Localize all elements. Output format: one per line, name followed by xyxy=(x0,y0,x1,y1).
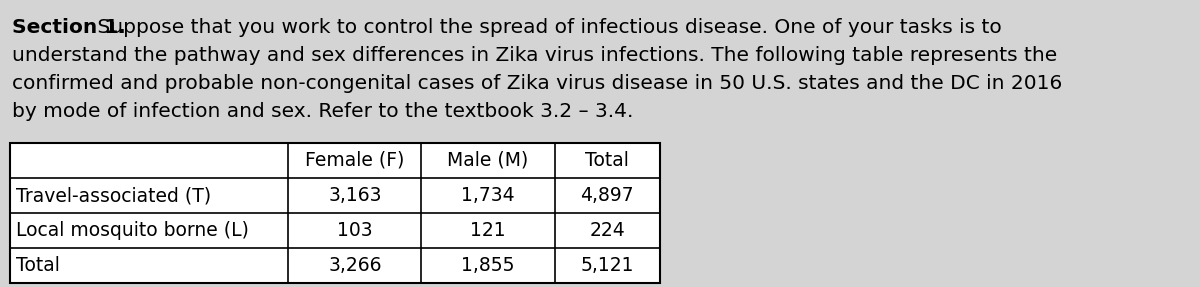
Text: 3,163: 3,163 xyxy=(328,186,382,205)
Text: 1,855: 1,855 xyxy=(461,256,515,275)
Text: Female (F): Female (F) xyxy=(305,151,404,170)
Text: Travel-associated (T): Travel-associated (T) xyxy=(16,186,211,205)
Text: 5,121: 5,121 xyxy=(581,256,634,275)
Text: by mode of infection and sex. Refer to the textbook 3.2 – 3.4.: by mode of infection and sex. Refer to t… xyxy=(12,102,634,121)
Text: 1,734: 1,734 xyxy=(461,186,515,205)
Text: 3,266: 3,266 xyxy=(328,256,382,275)
Text: 4,897: 4,897 xyxy=(581,186,634,205)
Text: Section 1.: Section 1. xyxy=(12,18,126,37)
Text: 103: 103 xyxy=(337,221,373,240)
Text: 121: 121 xyxy=(470,221,506,240)
Text: Total: Total xyxy=(586,151,629,170)
Text: Total: Total xyxy=(16,256,60,275)
Text: confirmed and probable non-congenital cases of Zika virus disease in 50 U.S. sta: confirmed and probable non-congenital ca… xyxy=(12,74,1062,93)
Bar xyxy=(10,143,660,283)
Text: Local mosquito borne (L): Local mosquito borne (L) xyxy=(16,221,248,240)
Text: understand the pathway and sex differences in Zika virus infections. The followi: understand the pathway and sex differenc… xyxy=(12,46,1057,65)
Text: Suppose that you work to control the spread of infectious disease. One of your t: Suppose that you work to control the spr… xyxy=(91,18,1002,37)
Text: 224: 224 xyxy=(589,221,625,240)
Text: Male (M): Male (M) xyxy=(448,151,529,170)
